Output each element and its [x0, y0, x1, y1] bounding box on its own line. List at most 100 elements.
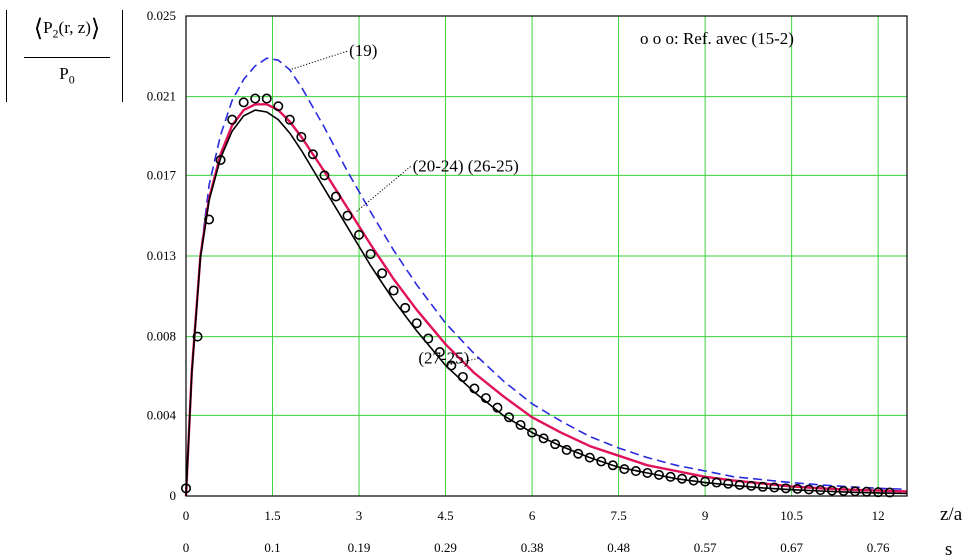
- reference-point: [238, 97, 249, 108]
- annotations: (19) (20-24) (26-25) (27-25): [289, 41, 519, 367]
- reference-point: [446, 360, 457, 371]
- reference-point: [584, 452, 595, 463]
- x2-tick-label: 0.48: [607, 540, 630, 555]
- reference-point: [561, 444, 572, 455]
- reference-point: [642, 467, 653, 478]
- reference-point: [619, 464, 630, 475]
- reference-point: [284, 114, 295, 125]
- reference-point: [273, 101, 284, 112]
- x-tick-labels: 0 1.5 3 4.5 6 7.5 9 10.5 12: [183, 508, 885, 523]
- x2-axis-label: s: [945, 539, 952, 560]
- y-tick-label: 0.008: [147, 329, 176, 344]
- reference-point: [827, 485, 838, 496]
- reference-point: [377, 268, 388, 279]
- reference-point: [780, 483, 791, 494]
- reference-point: [192, 331, 203, 342]
- annotation-label: (19): [349, 41, 377, 60]
- series-layer: [184, 57, 908, 497]
- x-tick-label: 1.5: [264, 508, 280, 523]
- reference-point: [734, 479, 745, 490]
- reference-point: [204, 214, 215, 225]
- x-tick-label: 9: [702, 508, 709, 523]
- y-label-den-p: P: [59, 64, 69, 83]
- x-axis-label: z/a: [940, 504, 963, 525]
- reference-point: [746, 480, 757, 491]
- reference-point: [550, 439, 561, 450]
- reference-point: [307, 149, 318, 160]
- annotation-label: (27-25): [418, 348, 469, 367]
- reference-point: [596, 456, 607, 467]
- x2-tick-label: 0.29: [434, 540, 457, 555]
- y-tick-label: 0.021: [147, 89, 176, 104]
- reference-point: [723, 478, 734, 489]
- reference-point: [354, 229, 365, 240]
- reference-point: [400, 302, 411, 313]
- series-line: [185, 57, 908, 497]
- reference-point: [700, 476, 711, 487]
- reference-point: [227, 114, 238, 125]
- y-label-sub: 2: [52, 26, 59, 41]
- reference-point: [573, 448, 584, 459]
- reference-point: [653, 469, 664, 480]
- reference-point: [538, 433, 549, 444]
- x2-tick-label: 0.57: [694, 540, 717, 555]
- reference-point: [504, 412, 515, 423]
- reference-point: [677, 473, 688, 484]
- reference-point: [607, 460, 618, 471]
- reference-point: [838, 486, 849, 497]
- reference-point: [515, 419, 526, 430]
- y-tick-label: 0: [170, 488, 177, 503]
- reference-point: [492, 402, 503, 413]
- x-tick-label: 6: [529, 508, 536, 523]
- reference-point: [480, 393, 491, 404]
- grid: [185, 15, 907, 497]
- reference-point: [711, 477, 722, 488]
- angle-left: ⟨: [33, 16, 44, 42]
- x-tick-label: 10.5: [780, 508, 803, 523]
- y-tick-label: 0.025: [147, 8, 176, 23]
- annotation-leader: [289, 50, 348, 71]
- reference-point: [330, 191, 341, 202]
- reference-point: [665, 471, 676, 482]
- x2-tick-label: 0.67: [780, 540, 803, 555]
- reference-point: [757, 481, 768, 492]
- reference-point: [688, 475, 699, 486]
- fraction-bar: [24, 57, 110, 59]
- reference-point: [527, 427, 538, 438]
- y-label-args: (r, z): [58, 18, 91, 37]
- plot-frame: [185, 15, 908, 497]
- x2-tick-label: 0.19: [348, 540, 371, 555]
- reference-point: [469, 383, 480, 394]
- reference-point: [457, 371, 468, 382]
- y-tick-label: 0.017: [147, 167, 177, 182]
- reference-point: [769, 482, 780, 493]
- reference-point: [319, 170, 330, 181]
- x2-tick-label: 0.38: [521, 540, 544, 555]
- legend-text: o o o: Ref. avec (15-2): [640, 29, 794, 48]
- series-line: [184, 103, 908, 497]
- reference-point: [434, 346, 445, 357]
- reference-point: [215, 155, 226, 166]
- x-tick-label: 0: [183, 508, 190, 523]
- series-line: [185, 109, 908, 497]
- annotation-label: (20-24) (26-25): [413, 156, 519, 175]
- y-axis-label: ⟨P2(r, z)⟩ P0: [4, 8, 128, 104]
- x2-tick-label: 0: [183, 540, 190, 555]
- x2-tick-label: 0.1: [264, 540, 280, 555]
- reference-point: [884, 487, 895, 498]
- reference-point: [365, 249, 376, 260]
- reference-point: [630, 466, 641, 477]
- y-tick-labels: 0 0.004 0.008 0.013 0.017 0.021 0.025: [147, 8, 177, 503]
- abs-bar-left: [6, 10, 8, 102]
- reference-point: [261, 93, 272, 104]
- x-tick-label: 4.5: [437, 508, 453, 523]
- abs-bar-right: [122, 10, 124, 102]
- y-label-numerator: ⟨P2(r, z)⟩: [18, 14, 116, 43]
- x2-tick-label: 0.76: [867, 540, 890, 555]
- reference-point: [815, 485, 826, 496]
- y-tick-label: 0.004: [147, 407, 177, 422]
- y-label-denominator: P0: [18, 64, 116, 87]
- reference-point: [850, 486, 861, 497]
- reference-point: [388, 285, 399, 296]
- x-tick-label: 12: [872, 508, 885, 523]
